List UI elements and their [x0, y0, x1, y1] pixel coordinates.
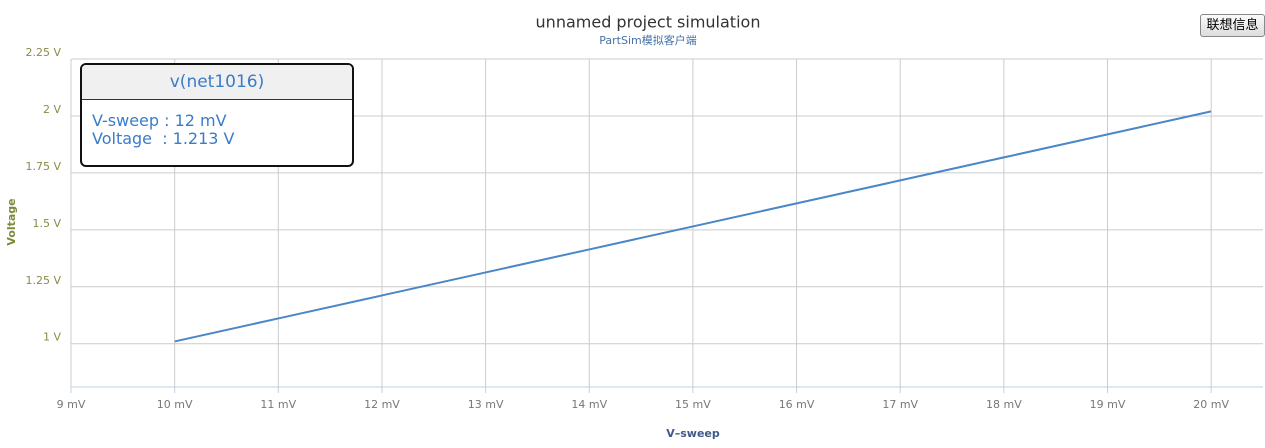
- x-tick-label: 9 mV: [57, 398, 86, 411]
- x-tick-label: 19 mV: [1090, 398, 1126, 411]
- info-button[interactable]: 联想信息: [1200, 14, 1265, 37]
- chart-title: unnamed project simulation: [536, 13, 761, 32]
- x-tick-label: 13 mV: [468, 398, 504, 411]
- chart-subtitle: PartSim模拟客户端: [599, 33, 696, 47]
- y-axis-title: Voltage: [5, 198, 18, 245]
- x-tick-label: 14 mV: [571, 398, 607, 411]
- x-tick-label: 15 mV: [675, 398, 711, 411]
- tooltip-title: v(net1016): [82, 65, 352, 100]
- x-tick-label: 20 mV: [1193, 398, 1229, 411]
- x-tick-label: 11 mV: [260, 398, 296, 411]
- y-tick-label: 1.5 V: [32, 217, 61, 230]
- tooltip-line: Voltage : 1.213 V: [92, 129, 235, 148]
- tooltip-line: V-sweep : 12 mV: [92, 111, 227, 130]
- y-tick-label: 2 V: [43, 103, 61, 116]
- y-tick-label: 1.75 V: [25, 160, 61, 173]
- y-tick-label: 1.25 V: [25, 274, 61, 287]
- data-line: [174, 110, 1212, 343]
- x-axis-title: V–sweep: [666, 427, 720, 440]
- y-tick-label: 2.25 V: [25, 46, 61, 59]
- x-tick-label: 10 mV: [157, 398, 193, 411]
- x-tick-label: 12 mV: [364, 398, 400, 411]
- x-tick-label: 16 mV: [779, 398, 815, 411]
- x-tick-label: 17 mV: [882, 398, 918, 411]
- x-tick-label: 18 mV: [986, 398, 1022, 411]
- tooltip: v(net1016) V-sweep : 12 mV Voltage : 1.2…: [80, 63, 354, 167]
- y-tick-label: 1 V: [43, 331, 61, 344]
